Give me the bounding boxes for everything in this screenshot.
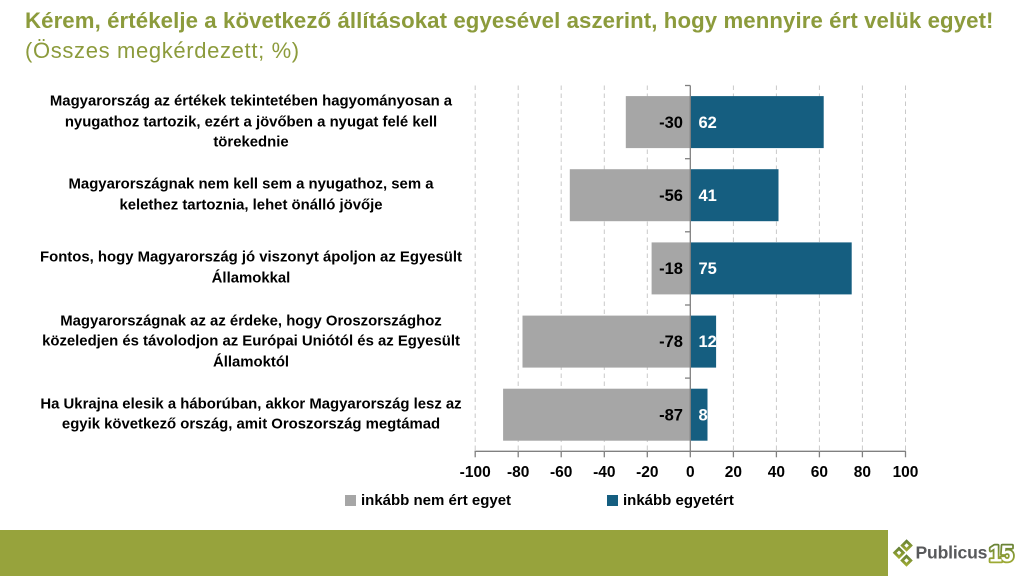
svg-text:-18: -18 [659, 260, 683, 278]
svg-text:15: 15 [989, 541, 1014, 567]
svg-text:-30: -30 [659, 114, 683, 132]
svg-text:-100: -100 [460, 464, 491, 481]
svg-text:41: 41 [699, 187, 717, 205]
svg-text:0: 0 [686, 464, 695, 481]
svg-text:-20: -20 [636, 464, 658, 481]
svg-text:-80: -80 [507, 464, 529, 481]
svg-text:-87: -87 [659, 406, 683, 424]
svg-text:60: 60 [811, 464, 828, 481]
svg-text:75: 75 [699, 260, 717, 278]
svg-text:80: 80 [854, 464, 871, 481]
svg-text:8: 8 [699, 406, 708, 424]
svg-text:20: 20 [725, 464, 742, 481]
svg-text:-60: -60 [550, 464, 572, 481]
svg-text:40: 40 [768, 464, 785, 481]
svg-text:62: 62 [699, 114, 717, 132]
svg-text:-56: -56 [659, 187, 683, 205]
svg-text:100: 100 [893, 464, 919, 481]
svg-text:Publicus: Publicus [916, 543, 988, 563]
svg-text:-40: -40 [593, 464, 615, 481]
svg-text:-78: -78 [659, 333, 683, 351]
svg-text:12: 12 [699, 333, 717, 351]
